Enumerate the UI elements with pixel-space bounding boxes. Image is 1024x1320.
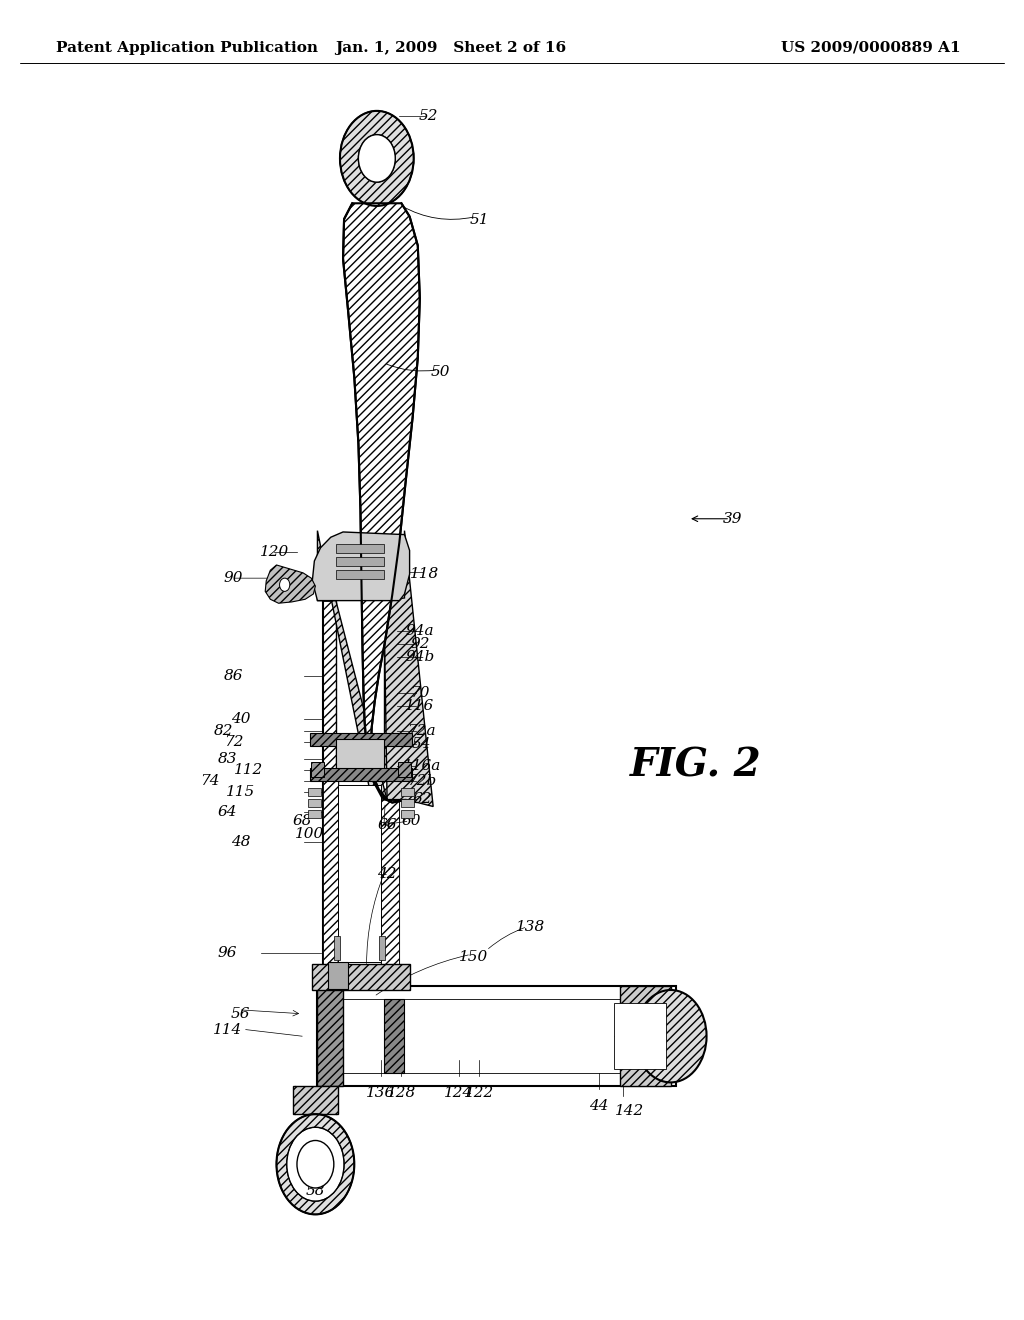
Text: US 2009/0000889 A1: US 2009/0000889 A1 — [780, 41, 961, 54]
Bar — [614, 1003, 666, 1069]
Circle shape — [280, 578, 290, 591]
Bar — [336, 544, 384, 553]
Text: 94a: 94a — [406, 624, 434, 638]
Text: 60: 60 — [401, 814, 422, 828]
Text: 128: 128 — [387, 1086, 416, 1100]
Text: 150: 150 — [459, 950, 487, 964]
Bar — [308, 788, 321, 796]
Polygon shape — [312, 532, 410, 601]
Text: 124: 124 — [444, 1086, 473, 1100]
Bar — [310, 733, 412, 746]
Text: 58: 58 — [305, 1184, 326, 1197]
Text: 44: 44 — [589, 1100, 609, 1113]
Text: 86: 86 — [223, 669, 244, 682]
Text: 96: 96 — [217, 946, 238, 960]
Bar — [398, 762, 411, 777]
Text: 52: 52 — [418, 110, 438, 123]
Circle shape — [358, 135, 395, 182]
Bar — [308, 799, 321, 807]
Text: 70: 70 — [410, 686, 430, 700]
Bar — [310, 768, 412, 781]
Bar — [328, 962, 348, 989]
Text: 72: 72 — [223, 735, 244, 748]
Polygon shape — [343, 203, 420, 803]
Text: 62: 62 — [412, 792, 432, 805]
Text: 116a: 116a — [402, 759, 441, 772]
Text: 51: 51 — [469, 214, 489, 227]
Polygon shape — [384, 531, 433, 807]
Polygon shape — [381, 781, 399, 966]
Text: 83: 83 — [217, 752, 238, 766]
Text: 50: 50 — [430, 366, 451, 379]
Bar — [401, 788, 414, 796]
Wedge shape — [340, 111, 414, 206]
Bar — [317, 986, 676, 1086]
Circle shape — [297, 1140, 334, 1188]
Text: 92: 92 — [410, 638, 430, 651]
Text: 39: 39 — [722, 512, 742, 525]
Polygon shape — [323, 601, 336, 781]
Text: 68: 68 — [292, 814, 312, 828]
Text: 74: 74 — [200, 775, 220, 788]
Text: Jan. 1, 2009   Sheet 2 of 16: Jan. 1, 2009 Sheet 2 of 16 — [335, 41, 566, 54]
Text: 120: 120 — [260, 545, 289, 558]
Text: 72b: 72b — [408, 775, 436, 788]
Bar — [401, 799, 414, 807]
Bar — [401, 810, 414, 818]
Text: Patent Application Publication: Patent Application Publication — [56, 41, 318, 54]
Text: 142: 142 — [615, 1105, 644, 1118]
Text: 118: 118 — [411, 568, 439, 581]
Wedge shape — [276, 1114, 354, 1214]
Polygon shape — [323, 781, 338, 966]
Text: 64: 64 — [217, 805, 238, 818]
Bar — [334, 936, 340, 960]
Text: FIG. 2: FIG. 2 — [630, 747, 762, 784]
Text: 144: 144 — [629, 1056, 657, 1069]
Bar — [308, 810, 321, 818]
Bar — [336, 570, 384, 579]
Polygon shape — [265, 565, 315, 603]
Text: 40: 40 — [230, 713, 251, 726]
Text: 66: 66 — [377, 818, 397, 832]
Text: 48: 48 — [230, 836, 251, 849]
Text: 136: 136 — [367, 1086, 395, 1100]
Bar — [311, 762, 324, 777]
Text: 100: 100 — [295, 828, 324, 841]
Polygon shape — [317, 531, 387, 800]
Text: 114: 114 — [213, 1023, 242, 1036]
Text: 94b: 94b — [406, 651, 434, 664]
Text: 116: 116 — [406, 700, 434, 713]
Text: 138: 138 — [516, 920, 545, 933]
Text: 54: 54 — [412, 738, 432, 751]
Text: 42: 42 — [377, 867, 397, 880]
Text: 112: 112 — [234, 763, 263, 776]
Bar — [384, 999, 404, 1073]
Text: 90: 90 — [223, 572, 244, 585]
Bar — [293, 1086, 338, 1114]
Bar — [312, 964, 410, 990]
Polygon shape — [384, 601, 399, 781]
Text: 115: 115 — [226, 785, 255, 799]
Text: 56: 56 — [230, 1007, 251, 1020]
Bar — [338, 785, 381, 962]
Text: 72a: 72a — [408, 725, 436, 738]
Bar — [336, 557, 384, 566]
Bar — [336, 739, 384, 775]
Polygon shape — [317, 986, 343, 1086]
Bar — [379, 936, 385, 960]
Polygon shape — [620, 986, 671, 1086]
Text: 82: 82 — [213, 725, 233, 738]
Circle shape — [635, 990, 707, 1082]
Text: 122: 122 — [465, 1086, 494, 1100]
